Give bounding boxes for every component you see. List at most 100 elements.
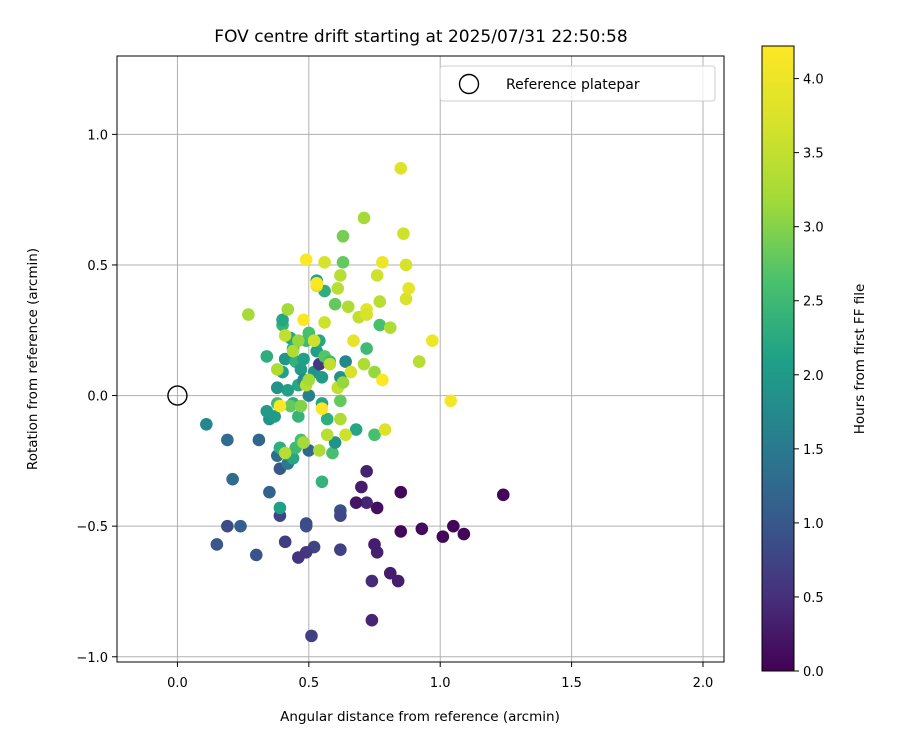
data-point <box>378 423 392 436</box>
x-tick-label: 2.0 <box>693 676 714 691</box>
data-point <box>383 321 397 334</box>
data-point <box>496 488 510 502</box>
data-point <box>318 256 331 269</box>
y-tick-label: −1.0 <box>76 651 108 666</box>
data-point <box>357 211 371 225</box>
x-tick-label: 1.0 <box>430 676 451 691</box>
data-point <box>399 292 413 306</box>
data-point <box>307 334 321 348</box>
data-point <box>315 402 329 415</box>
data-point <box>349 423 363 436</box>
data-point <box>273 399 287 413</box>
colorbar-ticks: 0.0 0.5 1.0 1.5 2.0 2.5 3.0 3.5 4.0 <box>794 73 824 680</box>
data-point <box>394 485 408 499</box>
data-point <box>334 394 347 408</box>
data-point <box>339 355 352 368</box>
data-point <box>373 318 387 332</box>
data-point <box>320 412 334 426</box>
data-point <box>436 530 450 543</box>
data-point <box>281 303 295 316</box>
colorbar-tick-label: 2.5 <box>803 295 824 310</box>
data-point <box>444 394 458 408</box>
x-tick-label: 1.5 <box>561 676 582 691</box>
data-point <box>368 428 381 442</box>
data-point <box>286 344 300 358</box>
reference-platepar-marker <box>167 385 188 406</box>
data-point <box>376 256 389 269</box>
data-point <box>297 352 310 366</box>
data-point <box>360 496 373 509</box>
data-point <box>357 357 371 371</box>
data-point <box>320 428 334 442</box>
data-point <box>347 334 360 348</box>
colorbar: 0.0 0.5 1.0 1.5 2.0 2.5 3.0 3.5 4.0 Hours from f… <box>761 45 868 680</box>
data-point <box>313 444 326 457</box>
data-point <box>278 535 292 549</box>
y-tick-label: 1.0 <box>87 128 108 143</box>
data-point <box>399 258 413 272</box>
data-point <box>328 297 342 311</box>
legend-reference-marker <box>458 73 480 95</box>
data-point <box>252 433 266 447</box>
reference-marker-layer <box>167 385 188 406</box>
colorbar-label: Hours from first FF file <box>852 284 868 435</box>
data-point <box>270 381 284 395</box>
data-point <box>365 574 379 588</box>
data-point <box>447 519 460 533</box>
data-point <box>292 334 305 348</box>
data-point <box>394 162 408 175</box>
data-point <box>270 363 284 376</box>
data-point <box>349 496 363 509</box>
legend: Reference platepar <box>439 65 716 102</box>
data-point <box>368 365 381 379</box>
data-point <box>315 475 329 489</box>
colorbar-tick-label: 0.5 <box>803 591 824 606</box>
data-point <box>415 522 429 536</box>
data-point <box>299 517 313 530</box>
data-point <box>336 256 350 269</box>
data-point <box>326 446 339 460</box>
y-axis-label: Rotation from reference (arcmin) <box>25 248 41 470</box>
data-point <box>278 446 292 460</box>
data-point <box>336 229 350 243</box>
data-point <box>305 629 318 643</box>
colorbar-tick-label: 1.0 <box>803 517 824 532</box>
legend-box <box>439 65 716 102</box>
data-point <box>365 613 379 627</box>
scatter-points <box>200 162 510 643</box>
data-point <box>260 404 274 418</box>
data-point <box>341 300 355 314</box>
data-point <box>292 410 305 423</box>
data-point <box>249 548 263 562</box>
data-point <box>284 399 297 413</box>
data-point <box>331 282 345 295</box>
data-point <box>370 501 384 515</box>
y-tick-label: −0.5 <box>76 520 108 535</box>
data-point <box>226 472 239 486</box>
data-point <box>278 329 292 342</box>
data-point <box>292 551 305 564</box>
colorbar-tick-label: 0.0 <box>803 665 824 680</box>
data-point <box>370 269 384 282</box>
data-point <box>344 365 358 379</box>
y-tick-label: 0.5 <box>87 259 108 274</box>
data-point <box>242 308 255 321</box>
data-point <box>302 373 316 387</box>
data-point <box>360 308 373 321</box>
chart-title: FOV centre drift starting at 2025/07/31 … <box>214 27 627 47</box>
data-point <box>412 355 426 368</box>
data-point <box>383 566 397 580</box>
data-point <box>336 376 350 389</box>
data-point <box>263 485 276 499</box>
data-point <box>310 276 324 290</box>
plot-frame <box>116 55 725 663</box>
colorbar-tick-label: 4.0 <box>803 73 824 88</box>
data-point <box>273 501 287 515</box>
data-point <box>355 480 368 494</box>
x-tick-label: 0.0 <box>167 676 188 691</box>
colorbar-gradient <box>762 46 794 671</box>
data-point <box>394 525 408 538</box>
data-point <box>334 269 347 282</box>
data-point <box>397 227 410 240</box>
data-point <box>368 538 381 551</box>
